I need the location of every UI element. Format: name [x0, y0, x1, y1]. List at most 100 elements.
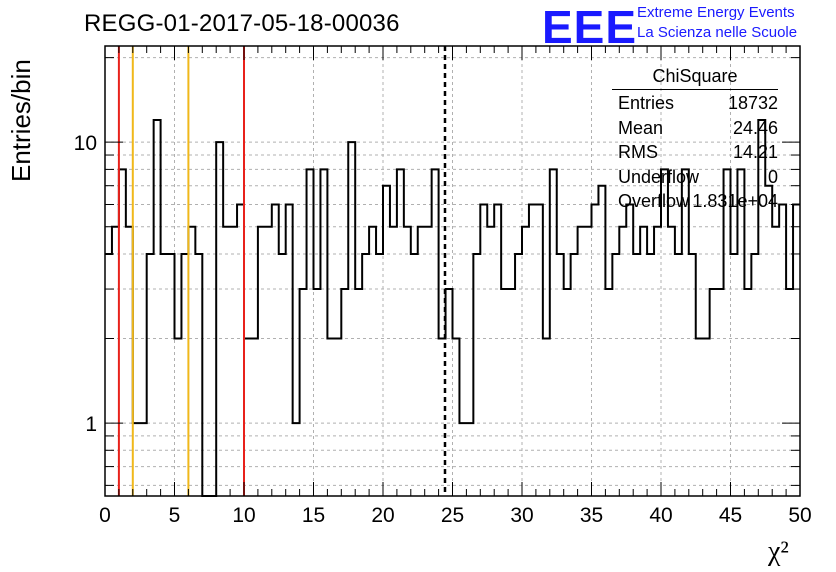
histogram-bin — [376, 254, 383, 496]
histogram-bin — [383, 186, 390, 496]
histogram-bin — [751, 254, 758, 496]
histogram-bin — [397, 169, 404, 496]
histogram-bin — [654, 227, 661, 496]
histogram-bin — [640, 227, 647, 496]
histogram-bin — [230, 227, 237, 496]
y-tick-label: 10 — [74, 132, 97, 155]
stats-row-entries: Entries 18732 — [612, 91, 778, 116]
histogram-bin — [487, 227, 494, 496]
histogram-bin — [772, 227, 779, 496]
histogram-bin — [258, 227, 265, 496]
histogram-bin — [446, 289, 453, 496]
chart-title: REGG-01-2017-05-18-00036 — [84, 10, 400, 37]
histogram-bin — [793, 204, 800, 496]
histogram-bin — [341, 289, 348, 496]
histogram-series — [105, 118, 800, 497]
eee-logo: EEE — [542, 1, 638, 53]
histogram-bin — [731, 254, 738, 496]
stats-value: 14.21 — [732, 142, 778, 162]
histogram-bin — [619, 227, 626, 496]
histogram-bin — [320, 169, 327, 496]
x-tick-label: 50 — [788, 504, 811, 527]
histogram-bin — [703, 339, 710, 496]
stats-value: 0 — [767, 166, 778, 187]
histogram-bin — [779, 204, 786, 496]
histogram-bin — [592, 204, 599, 496]
y-tick-label: 1 — [85, 413, 97, 436]
histogram-bin — [682, 169, 689, 496]
stats-label: Underflow — [618, 166, 700, 187]
histogram-bin — [195, 254, 202, 496]
histogram-bin — [494, 204, 501, 496]
x-tick-label: 5 — [169, 504, 181, 527]
histogram-bin — [175, 339, 182, 496]
histogram-bin — [466, 423, 473, 496]
histogram-bin — [147, 254, 154, 496]
histogram-bin — [126, 227, 133, 496]
histogram-bin — [710, 289, 717, 496]
histogram-bin — [355, 289, 362, 496]
histogram-bin — [647, 254, 654, 496]
histogram-bin — [480, 204, 487, 496]
histogram-bin — [161, 254, 168, 496]
histogram-bin — [724, 169, 731, 496]
histogram-bin — [689, 254, 696, 496]
histogram-bin — [223, 227, 230, 496]
x-axis-label: χ² — [768, 536, 789, 567]
histogram-bin — [334, 339, 341, 496]
stats-row-rms: RMS 14.21 — [612, 140, 778, 165]
stats-row-overflow: Overflow 1.831e+04 — [612, 189, 778, 214]
x-tick-label: 15 — [302, 504, 325, 527]
x-tick-label: 45 — [719, 504, 742, 527]
x-tick-label: 40 — [649, 504, 672, 527]
histogram-bin — [418, 227, 425, 496]
histogram-bin — [661, 169, 668, 496]
histogram-bin — [717, 289, 724, 496]
histogram-bin — [633, 254, 640, 496]
histogram-bin — [181, 254, 188, 496]
stats-title: ChiSquare — [612, 66, 778, 90]
histogram-bin — [105, 254, 112, 496]
histogram-bin — [612, 254, 619, 496]
histogram-bin — [696, 339, 703, 496]
stats-value: 1.831e+04 — [692, 191, 778, 211]
histogram-bin — [529, 204, 536, 496]
histogram-bin — [571, 254, 578, 496]
histogram-bin — [501, 289, 508, 496]
histogram-bin — [140, 423, 147, 496]
histogram-bin — [390, 227, 397, 496]
histogram-bin — [564, 289, 571, 496]
histogram-bin — [459, 423, 466, 496]
histogram-bin — [300, 289, 307, 496]
histogram-bin — [432, 169, 439, 496]
stats-label: Mean — [618, 117, 664, 138]
x-tick-label: 35 — [580, 504, 603, 527]
histogram-bin — [244, 339, 251, 496]
stats-value: 18732 — [727, 93, 778, 113]
histogram-bin — [327, 339, 334, 496]
histogram-bin — [737, 169, 744, 496]
histogram-bin — [411, 254, 418, 496]
histogram-bin — [508, 289, 515, 496]
stats-value: 24.46 — [732, 117, 778, 138]
logo-line-1: Extreme Energy Events — [637, 4, 795, 21]
stats-label: Entries — [618, 93, 675, 113]
histogram-bin — [286, 204, 293, 496]
histogram-bin — [626, 204, 633, 496]
histogram-bin — [237, 204, 244, 496]
stats-row-mean: Mean 24.46 — [612, 116, 778, 141]
histogram-bin — [154, 120, 161, 496]
histogram-bin — [425, 227, 432, 496]
histogram-bin — [585, 227, 592, 496]
histogram-bin — [598, 186, 605, 496]
histogram-bin — [168, 254, 175, 496]
histogram-bin — [272, 204, 279, 496]
histogram-bin — [557, 254, 564, 496]
histogram-bin — [265, 227, 272, 496]
histogram-bin — [605, 289, 612, 496]
histogram-bin — [348, 142, 355, 496]
histogram-bin — [307, 169, 314, 496]
stats-row-underflow: Underflow 0 — [612, 165, 778, 190]
histogram-bin — [522, 227, 529, 496]
